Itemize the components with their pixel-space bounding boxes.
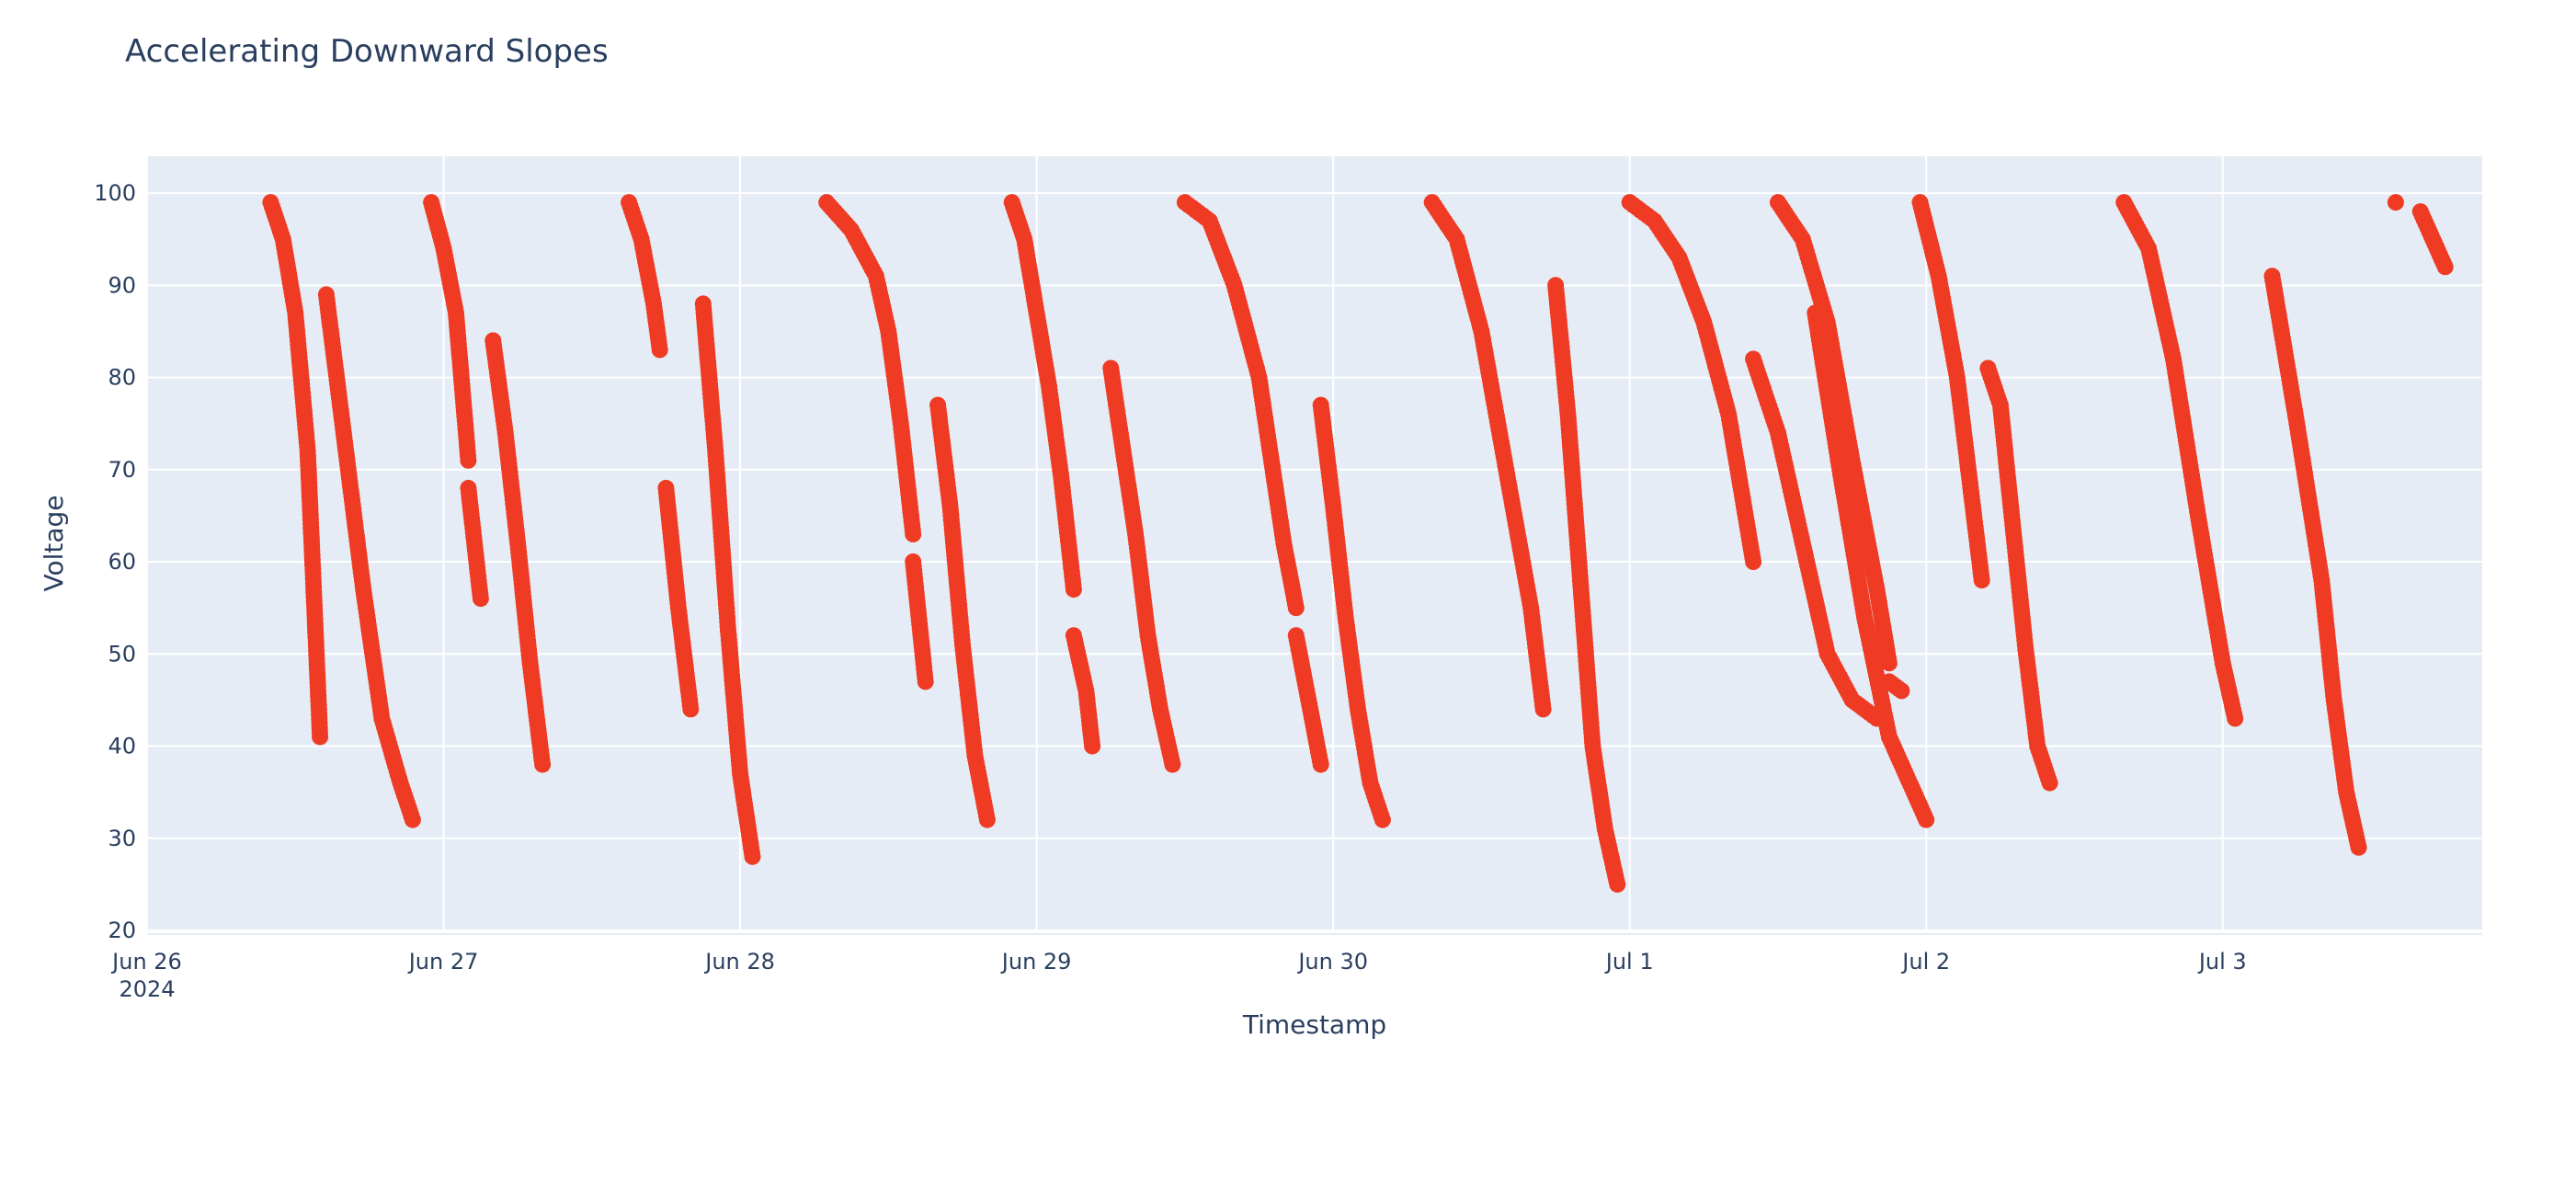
data-point[interactable] bbox=[460, 451, 477, 469]
data-point[interactable] bbox=[1745, 553, 1762, 570]
data-point[interactable] bbox=[1312, 756, 1329, 773]
data-point[interactable] bbox=[651, 341, 668, 359]
data-point[interactable] bbox=[682, 701, 700, 718]
data-point[interactable] bbox=[1918, 811, 1935, 828]
y-tick-label: 100 bbox=[94, 180, 136, 206]
data-point[interactable] bbox=[917, 673, 934, 690]
x-tick-label: Jul 2 bbox=[1900, 949, 1950, 975]
data-point[interactable] bbox=[1287, 599, 1305, 617]
data-point[interactable] bbox=[534, 756, 552, 773]
chart-title: Accelerating Downward Slopes bbox=[125, 33, 609, 70]
data-point[interactable] bbox=[312, 728, 329, 746]
data-point[interactable] bbox=[1084, 737, 1101, 755]
data-point[interactable] bbox=[1973, 572, 1990, 589]
x-tick-label: Jul 1 bbox=[1604, 949, 1654, 975]
data-point[interactable] bbox=[2227, 710, 2244, 727]
data-point[interactable] bbox=[2387, 194, 2404, 211]
data-point[interactable] bbox=[1880, 655, 1898, 672]
y-tick-label: 50 bbox=[108, 641, 136, 667]
data-point[interactable] bbox=[1065, 581, 1082, 598]
x-tick-sublabel: 2024 bbox=[119, 976, 175, 1002]
data-point[interactable] bbox=[2350, 838, 2367, 856]
x-tick-label: Jun 29 bbox=[1000, 949, 1072, 975]
data-point[interactable] bbox=[472, 590, 489, 608]
y-tick-label: 70 bbox=[108, 457, 136, 483]
y-tick-label: 20 bbox=[108, 918, 136, 943]
y-tick-label: 90 bbox=[108, 272, 136, 298]
data-markers bbox=[262, 194, 2454, 893]
y-tick-label: 60 bbox=[108, 549, 136, 575]
data-point[interactable] bbox=[2041, 774, 2058, 792]
x-axis-title: Timestamp bbox=[1242, 1009, 1386, 1040]
y-tick-label: 30 bbox=[108, 826, 136, 851]
data-point[interactable] bbox=[905, 526, 922, 542]
y-axis-title: Voltage bbox=[39, 495, 69, 591]
data-point[interactable] bbox=[1164, 756, 1181, 773]
x-tick-label: Jun 30 bbox=[1296, 949, 1368, 975]
data-point[interactable] bbox=[1534, 701, 1552, 718]
x-tick-label: Jun 26 bbox=[110, 949, 182, 975]
data-point[interactable] bbox=[1373, 811, 1391, 828]
data-point[interactable] bbox=[2436, 258, 2454, 276]
x-tick-label: Jun 28 bbox=[703, 949, 775, 975]
data-point[interactable] bbox=[1893, 682, 1910, 700]
x-tick-label: Jul 3 bbox=[2197, 949, 2247, 975]
data-point[interactable] bbox=[978, 811, 996, 828]
plot-area[interactable] bbox=[147, 156, 2482, 930]
data-point[interactable] bbox=[744, 848, 761, 865]
x-tick-label: Jun 27 bbox=[407, 949, 479, 975]
data-point[interactable] bbox=[404, 811, 421, 828]
data-point[interactable] bbox=[1609, 875, 1626, 893]
y-tick-label: 40 bbox=[108, 734, 136, 759]
y-tick-label: 80 bbox=[108, 365, 136, 391]
